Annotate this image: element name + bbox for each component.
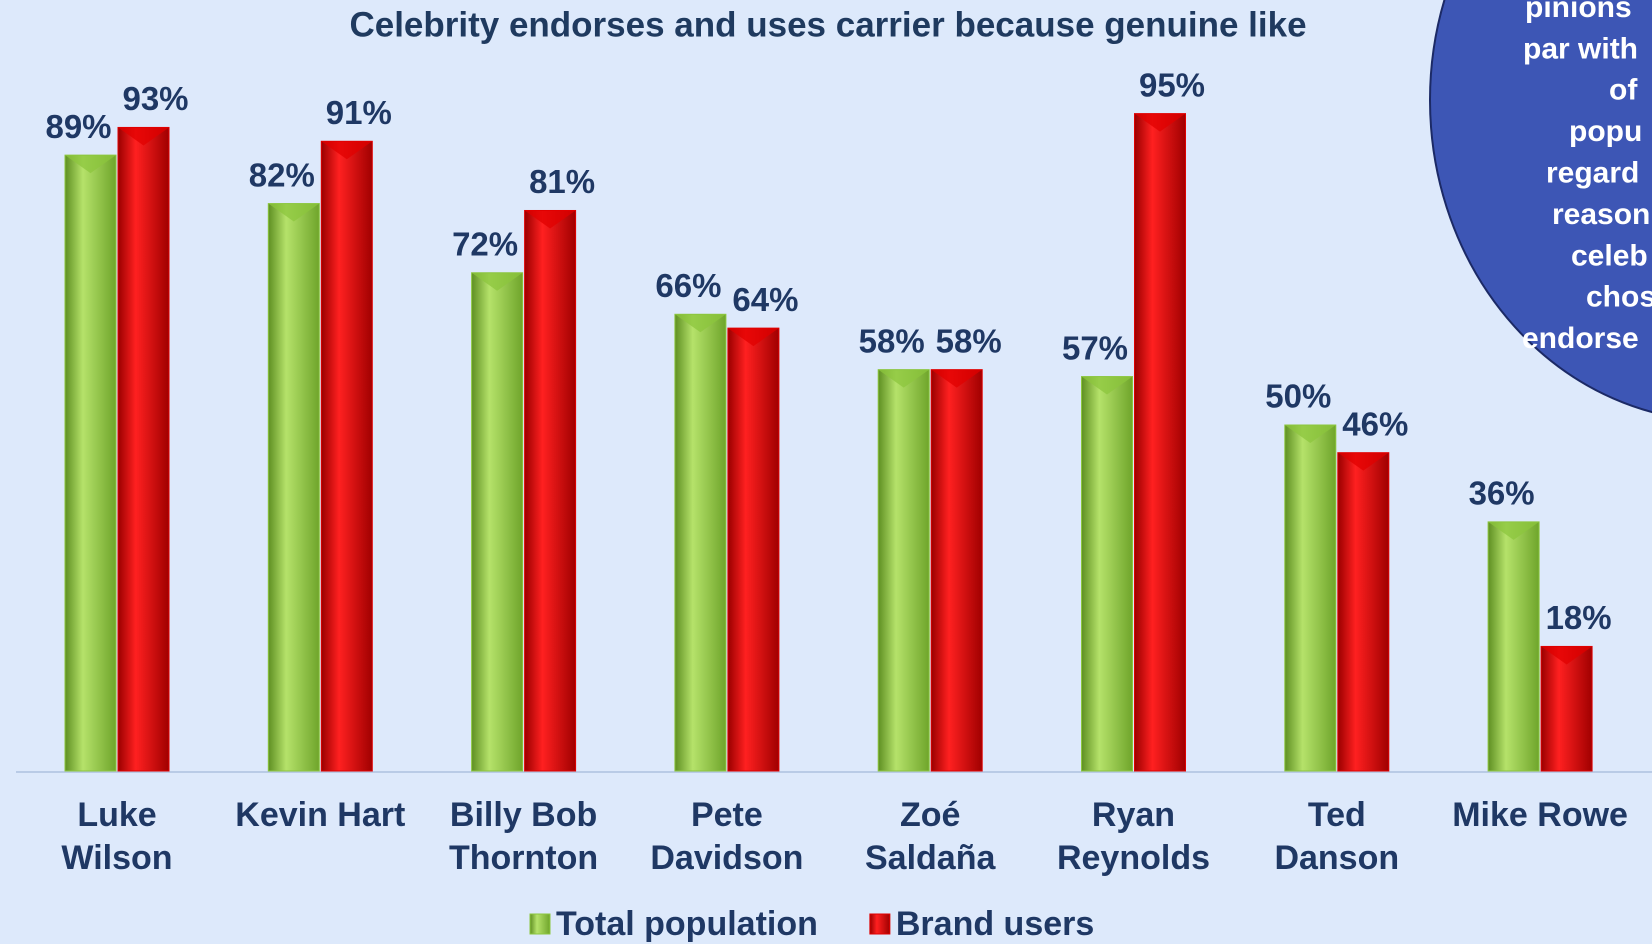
value-label: 46%: [1342, 405, 1408, 442]
callout: [1429, 0, 1652, 414]
callout-text: endorse: [1522, 322, 1639, 355]
value-label: 58%: [859, 322, 925, 359]
legend-swatch: [869, 913, 891, 935]
bar-cap: [268, 203, 320, 222]
bar: [1134, 113, 1186, 772]
legend-label: Total population: [556, 905, 818, 943]
bar-cap: [931, 369, 983, 388]
value-label: 18%: [1546, 599, 1612, 636]
value-label: 57%: [1062, 329, 1128, 366]
bar: [1337, 452, 1390, 772]
bar-cap: [1541, 646, 1593, 665]
x-tick-label: Kevin Hart: [235, 796, 406, 834]
bar: [877, 369, 930, 772]
value-label: 72%: [452, 225, 518, 262]
bar-cap: [727, 328, 779, 347]
bar: [64, 154, 117, 772]
x-tick-label: Luke Wilson: [61, 796, 173, 877]
callout-text: celeb: [1571, 239, 1648, 272]
legend-label: Brand users: [896, 905, 1094, 943]
bar-cap: [65, 155, 116, 174]
callout-text: regard: [1546, 157, 1639, 190]
value-label: 50%: [1265, 378, 1331, 415]
bar: [1284, 424, 1337, 772]
legend-swatch: [529, 913, 551, 935]
bar: [320, 140, 373, 772]
value-label: 93%: [122, 80, 188, 117]
bar-cap: [1488, 521, 1540, 540]
value-label: 82%: [249, 156, 315, 193]
bar-cap: [524, 210, 576, 229]
bar: [267, 203, 320, 772]
bar-cap: [1081, 376, 1133, 395]
callout-text: par with: [1523, 32, 1638, 65]
bar: [471, 272, 524, 772]
x-tick-label: Ryan Reynolds: [1056, 796, 1211, 877]
bar: [674, 313, 727, 772]
bar: [1540, 645, 1593, 772]
callout-text: of: [1609, 74, 1638, 107]
bar-cap: [1284, 425, 1336, 443]
callout-text: reason: [1552, 198, 1650, 231]
x-tick-label: Billy Bob Thornton: [449, 796, 599, 877]
x-tick-label: Ted Danson: [1274, 796, 1400, 877]
value-label: 66%: [655, 267, 721, 304]
value-label: 89%: [45, 108, 111, 145]
x-tick-label: Zoé Saldaña: [864, 796, 996, 877]
value-label: 81%: [529, 163, 595, 200]
chart-title: Celebrity endorses and uses carrier beca…: [349, 5, 1306, 44]
callout-text: popu: [1569, 115, 1642, 148]
bar-cap: [118, 127, 169, 146]
x-tick-label: Mike Rowe: [1452, 796, 1628, 834]
bar: [117, 126, 170, 772]
value-label: 36%: [1469, 475, 1535, 512]
callout-text: pinions: [1525, 0, 1632, 24]
callout-text: chos: [1586, 281, 1652, 314]
value-label: 58%: [936, 322, 1002, 359]
bar-cap: [1134, 113, 1186, 132]
bar: [1487, 521, 1540, 772]
bar-cap: [321, 141, 373, 160]
bar-cap: [878, 369, 930, 388]
bar: [930, 369, 983, 772]
value-label: 95%: [1139, 66, 1205, 103]
value-label: 64%: [732, 281, 798, 318]
bar-cap: [471, 272, 523, 291]
x-tick-label: Pete Davidson: [650, 796, 804, 877]
bar: [727, 327, 780, 772]
value-label: 91%: [326, 94, 392, 131]
bar: [1081, 376, 1133, 772]
bar-cap: [1337, 452, 1389, 471]
bar: [524, 209, 577, 772]
bar-cap: [674, 314, 726, 333]
